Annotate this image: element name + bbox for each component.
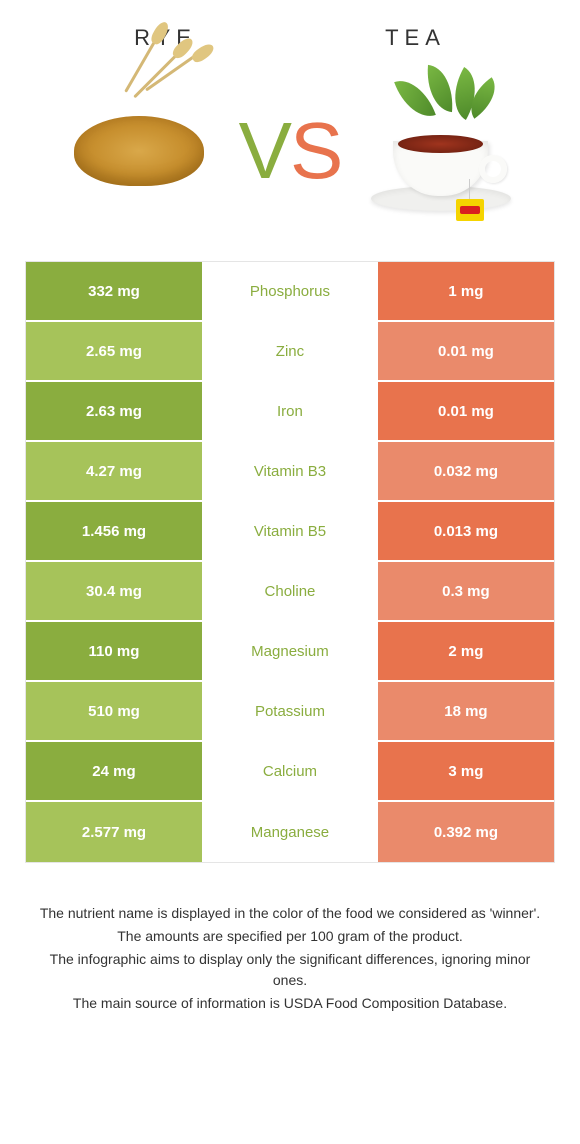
footnote-line: The main source of information is USDA F… (35, 993, 545, 1014)
comparison-infographic: RYE TEA VS 332 mgPhosphorus1 mg2.65 mgZi… (0, 0, 580, 1036)
tea-image (361, 71, 521, 231)
table-row: 4.27 mgVitamin B30.032 mg (26, 442, 554, 502)
right-value: 0.392 mg (378, 802, 554, 862)
table-row: 2.65 mgZinc0.01 mg (26, 322, 554, 382)
nutrient-name: Vitamin B5 (202, 502, 378, 560)
right-value: 18 mg (378, 682, 554, 740)
table-row: 2.577 mgManganese0.392 mg (26, 802, 554, 862)
nutrient-name: Magnesium (202, 622, 378, 680)
vs-s-letter: S (290, 106, 341, 195)
nutrient-name: Choline (202, 562, 378, 620)
footnote-line: The amounts are specified per 100 gram o… (35, 926, 545, 947)
table-row: 24 mgCalcium3 mg (26, 742, 554, 802)
left-value: 332 mg (26, 262, 202, 320)
table-row: 510 mgPotassium18 mg (26, 682, 554, 742)
vs-label: VS (239, 105, 342, 197)
left-value: 2.63 mg (26, 382, 202, 440)
footnotes: The nutrient name is displayed in the co… (0, 863, 580, 1036)
right-value: 1 mg (378, 262, 554, 320)
table-row: 332 mgPhosphorus1 mg (26, 262, 554, 322)
left-value: 2.577 mg (26, 802, 202, 862)
nutrient-name: Phosphorus (202, 262, 378, 320)
left-value: 24 mg (26, 742, 202, 800)
left-value: 30.4 mg (26, 562, 202, 620)
rye-image (59, 71, 219, 231)
nutrient-name: Zinc (202, 322, 378, 380)
left-value: 4.27 mg (26, 442, 202, 500)
left-value: 110 mg (26, 622, 202, 680)
footnote-line: The infographic aims to display only the… (35, 949, 545, 991)
right-value: 2 mg (378, 622, 554, 680)
nutrient-table: 332 mgPhosphorus1 mg2.65 mgZinc0.01 mg2.… (25, 261, 555, 863)
nutrient-name: Iron (202, 382, 378, 440)
table-row: 110 mgMagnesium2 mg (26, 622, 554, 682)
right-value: 0.01 mg (378, 382, 554, 440)
table-row: 30.4 mgCholine0.3 mg (26, 562, 554, 622)
right-value: 0.013 mg (378, 502, 554, 560)
table-row: 2.63 mgIron0.01 mg (26, 382, 554, 442)
nutrient-name: Potassium (202, 682, 378, 740)
nutrient-name: Vitamin B3 (202, 442, 378, 500)
right-value: 3 mg (378, 742, 554, 800)
table-row: 1.456 mgVitamin B50.013 mg (26, 502, 554, 562)
header: RYE TEA (0, 0, 580, 61)
right-food-title: TEA (385, 25, 446, 51)
nutrient-name: Manganese (202, 802, 378, 862)
right-value: 0.3 mg (378, 562, 554, 620)
left-value: 1.456 mg (26, 502, 202, 560)
left-value: 510 mg (26, 682, 202, 740)
right-value: 0.01 mg (378, 322, 554, 380)
left-value: 2.65 mg (26, 322, 202, 380)
vs-v-letter: V (239, 106, 290, 195)
nutrient-name: Calcium (202, 742, 378, 800)
footnote-line: The nutrient name is displayed in the co… (35, 903, 545, 924)
right-value: 0.032 mg (378, 442, 554, 500)
vs-row: VS (0, 61, 580, 261)
